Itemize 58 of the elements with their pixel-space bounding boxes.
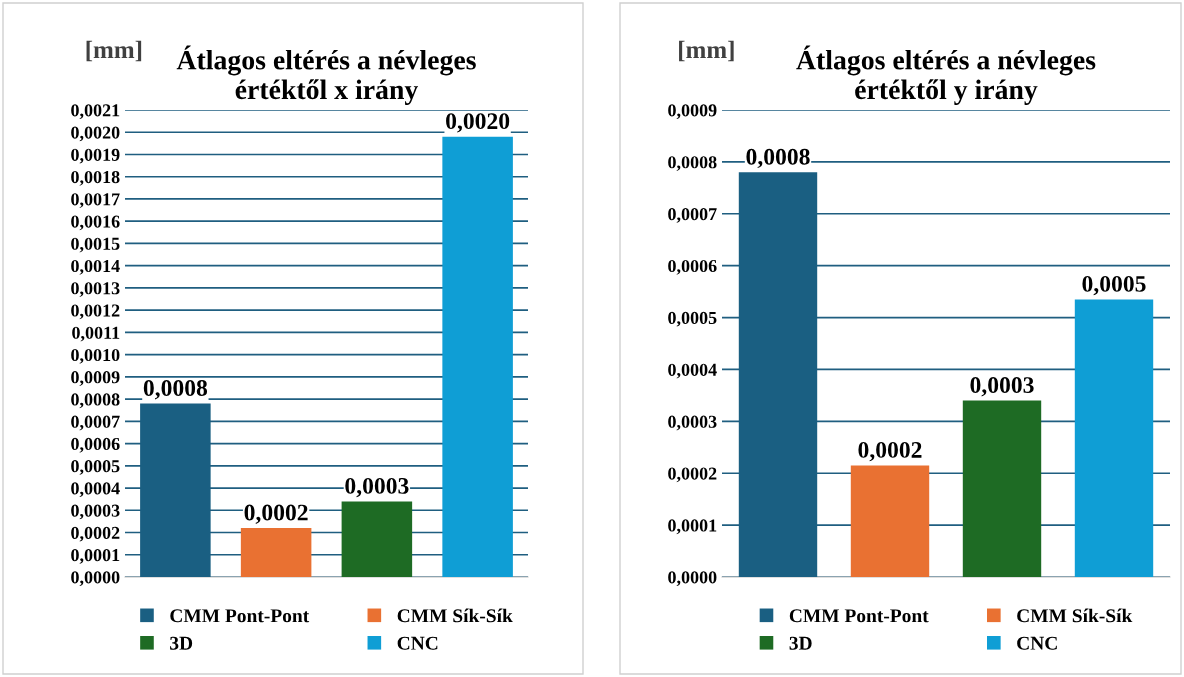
data-label: 0,0002 [858, 441, 922, 462]
bar [341, 501, 413, 577]
chart-title: Átlagos eltérés a névleges értéktől x irány [176, 45, 476, 105]
data-label: 0,0002 [244, 504, 308, 524]
legend-label: CNC [1017, 636, 1057, 650]
y-tick-label: 0,0005 [71, 460, 120, 475]
data-label: 0,0008 [143, 380, 208, 400]
legend-label: CMM Sík-Sík [1017, 608, 1133, 623]
y-tick-label: 0,0013 [71, 282, 120, 297]
y-tick-label: 0,0000 [668, 571, 717, 587]
y-axis-title: [mm] [679, 40, 734, 62]
data-label: 0,0005 [1082, 275, 1146, 296]
y-tick-label: 0,0016 [71, 215, 120, 231]
bar [442, 136, 513, 577]
y-tick-label: 0,0007 [668, 208, 717, 223]
data-label: 0,0003 [970, 377, 1034, 397]
y-tick-label: 0,0021 [71, 104, 120, 120]
y-tick-label: 0,0011 [72, 326, 120, 342]
y-tick-label: 0,0006 [668, 259, 717, 275]
y-tick-label: 0,0020 [71, 126, 120, 142]
y-tick-label: 0,0009 [71, 371, 120, 386]
y-tick-label: 0,0017 [71, 193, 120, 209]
y-tick-label: 0,0004 [71, 482, 120, 498]
bar [962, 400, 1042, 577]
legend-label: 3D [170, 636, 193, 650]
bar [1074, 299, 1154, 577]
y-tick-label: 0,0014 [71, 259, 120, 275]
y-tick-label: 0,0018 [71, 170, 120, 186]
y-tick-label: 0,0010 [71, 348, 120, 364]
bar [240, 528, 312, 577]
legend-label: 3D [789, 636, 812, 650]
y-tick-label: 0,0001 [668, 519, 717, 535]
y-tick-label: 0,0012 [71, 304, 120, 320]
y-tick-label: 0,0004 [668, 363, 717, 379]
y-tick-label: 0,0008 [71, 393, 120, 409]
y-tick-label: 0,0015 [71, 237, 120, 253]
data-label: 0,0008 [746, 148, 810, 169]
y-tick-label: 0,0003 [668, 415, 717, 431]
bar [850, 465, 930, 577]
y-tick-label: 0,0001 [71, 549, 120, 564]
y-axis-title: [mm] [86, 40, 142, 62]
legend-label: CMM Pont-Pont [170, 609, 310, 623]
y-tick-label: 0,0003 [71, 504, 120, 520]
data-label: 0,0003 [345, 477, 409, 498]
chart-title: Átlagos eltérés a névleges értéktől y irány [796, 45, 1096, 105]
data-label: 0,0020 [446, 113, 510, 133]
legend-label: CMM Pont-Pont [789, 609, 929, 623]
y-tick-label: 0,0006 [71, 437, 120, 453]
y-tick-label: 0,0019 [71, 148, 120, 164]
y-tick-label: 0,0000 [71, 571, 120, 587]
y-tick-label: 0,0008 [668, 156, 717, 171]
legend-label: CMM Sík-Sík [397, 608, 513, 623]
y-tick-label: 0,0002 [71, 526, 120, 542]
y-tick-label: 0,0005 [668, 311, 717, 327]
legend-label: CNC [397, 636, 438, 650]
y-tick-label: 0,0007 [71, 415, 120, 431]
y-tick-label: 0,0009 [668, 104, 717, 120]
y-tick-label: 0,0002 [668, 467, 717, 483]
